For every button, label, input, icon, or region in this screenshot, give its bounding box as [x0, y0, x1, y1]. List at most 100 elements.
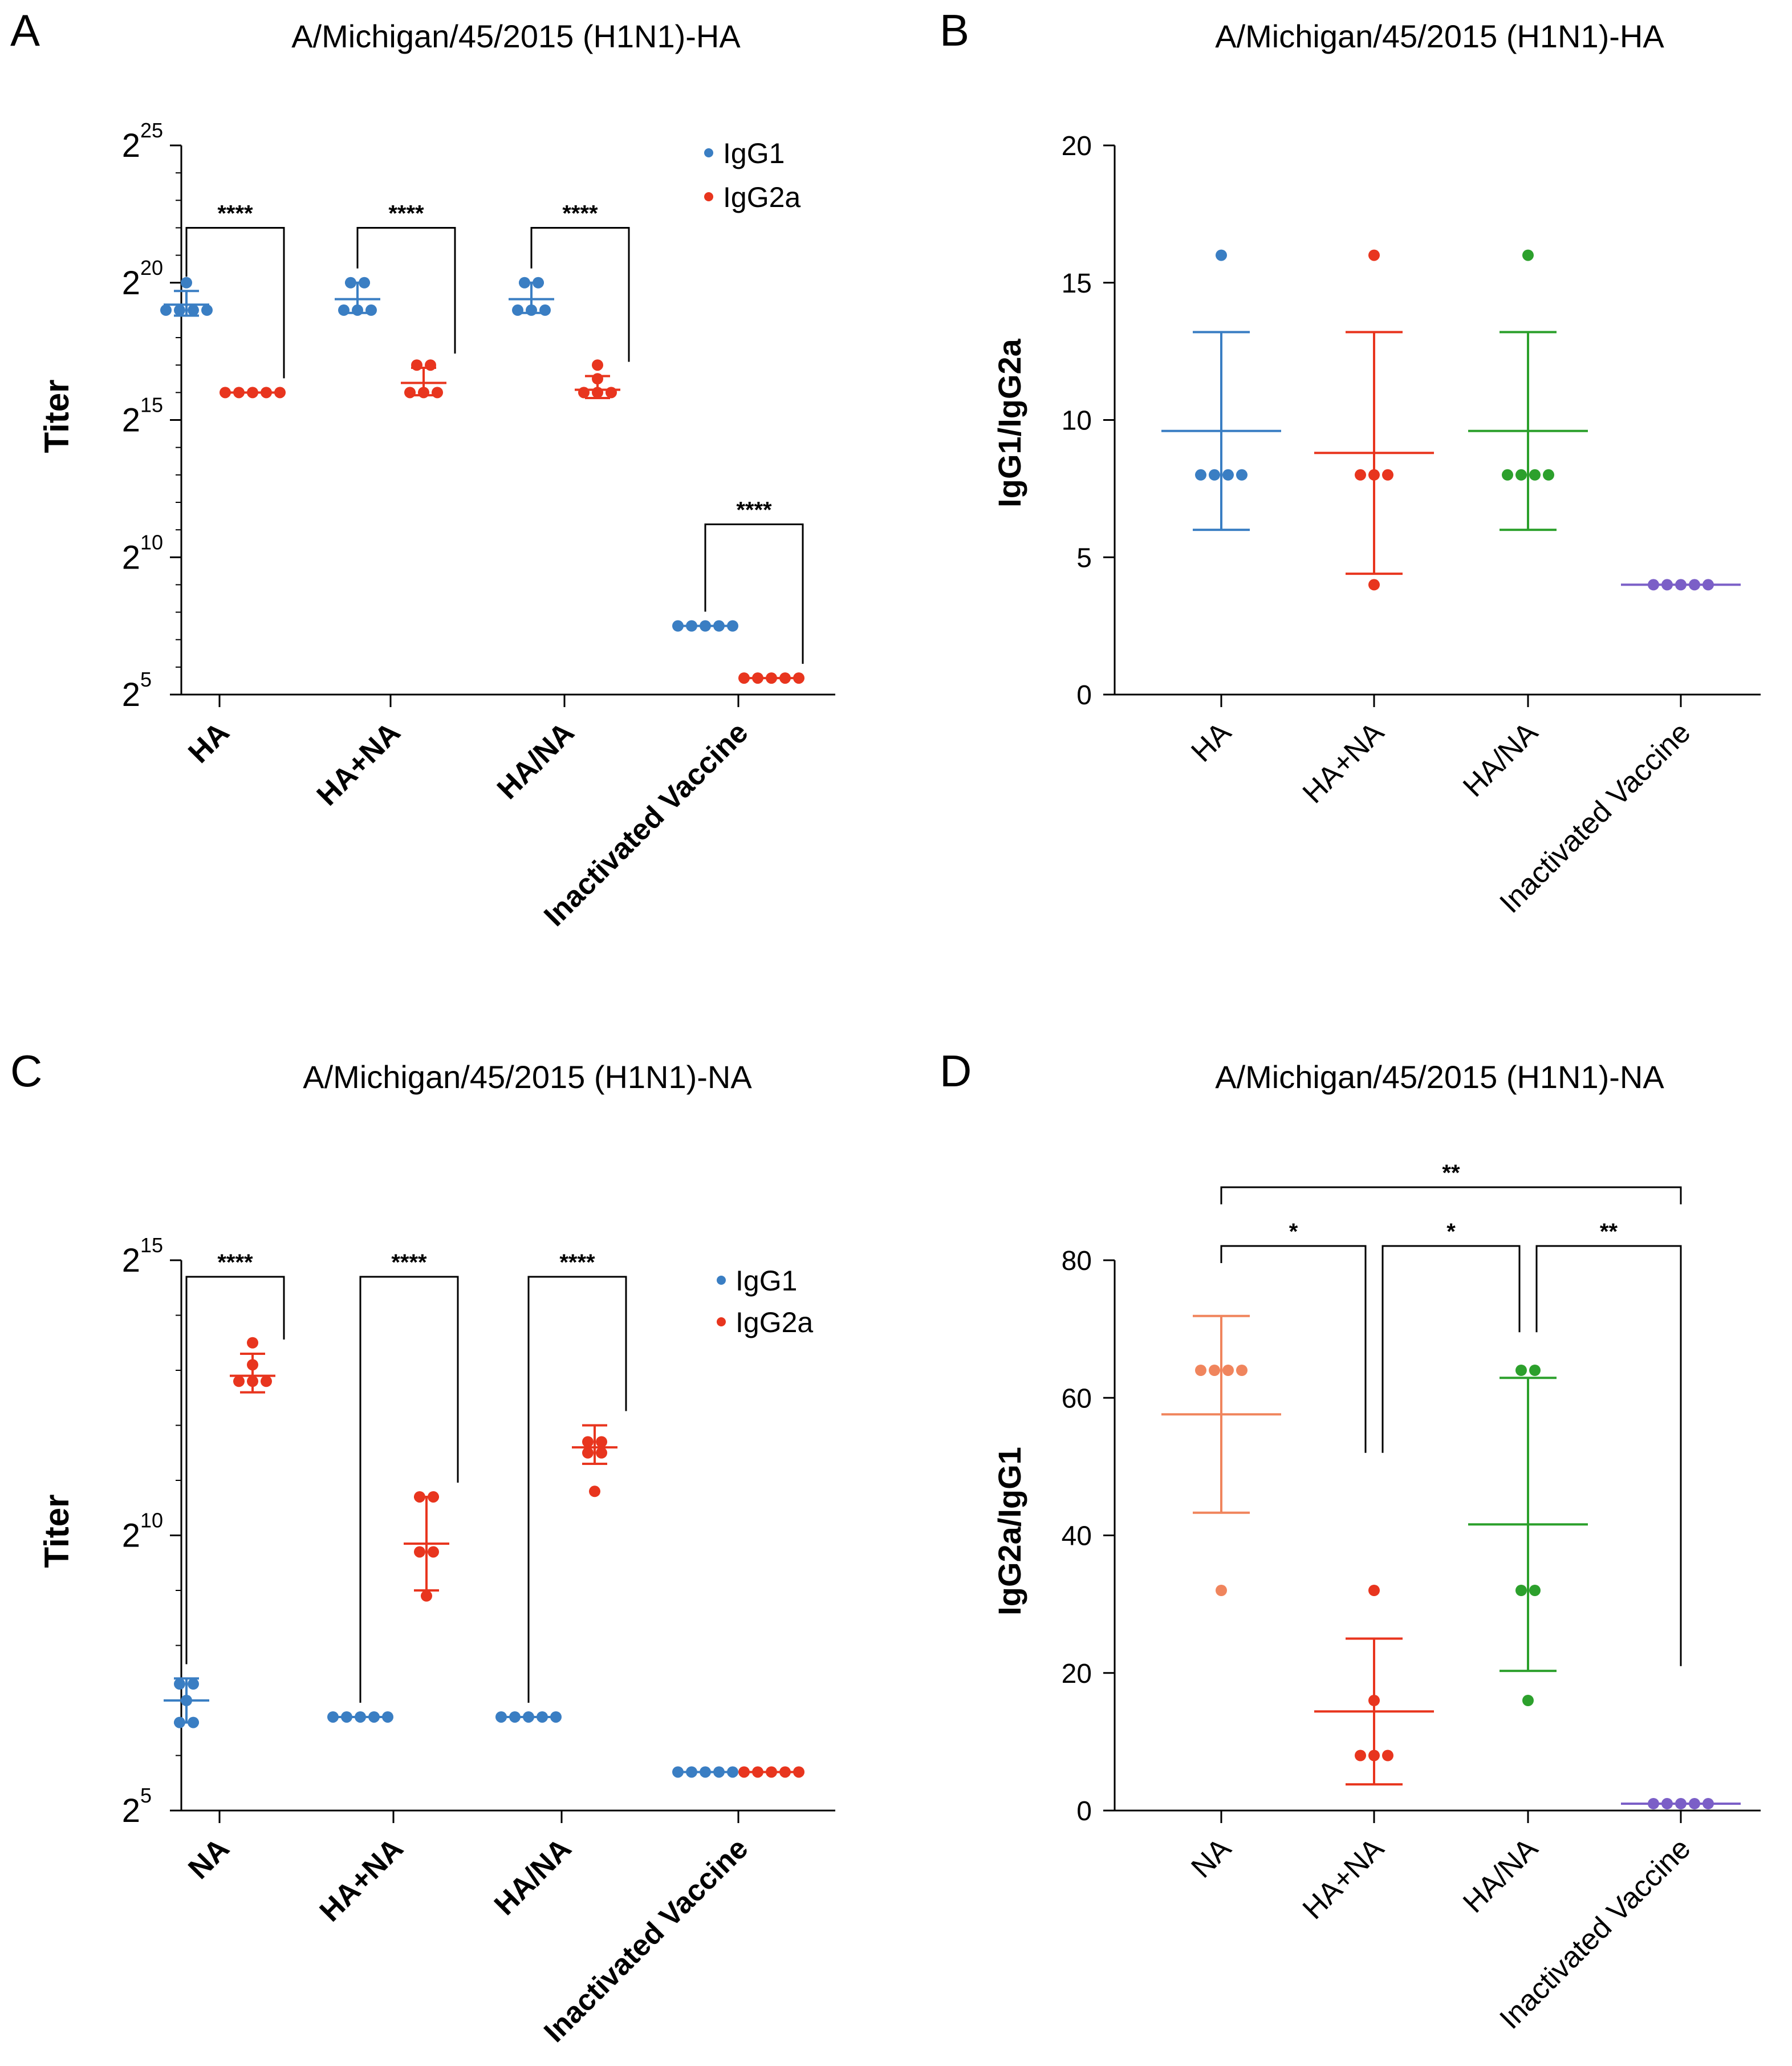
x-tick-label-1: HA+NA [311, 716, 407, 812]
data-point-group-0 [1222, 1365, 1234, 1376]
data-point-igg1 [672, 1766, 684, 1778]
data-point-igg2a [220, 387, 231, 399]
y-tick-label-3: 60 [1062, 1383, 1092, 1414]
data-point-igg2a [233, 1375, 245, 1387]
panel-letter-d: D [940, 1046, 972, 1096]
y-tick-label-4: 20 [1062, 131, 1092, 161]
data-point-igg1 [727, 620, 738, 632]
y-tick-label-1: 20 [1062, 1659, 1092, 1689]
data-point-group-2 [1529, 1585, 1541, 1596]
data-point-igg2a [421, 1590, 432, 1602]
data-point-group-2 [1522, 249, 1534, 261]
y-tick-label-exp: 10 [140, 1509, 163, 1532]
data-point-group-2 [1529, 1365, 1541, 1376]
data-point-igg2a [414, 1546, 425, 1558]
significance-bracket-3 [704, 523, 804, 664]
significance-bracket-0 [185, 1276, 285, 1665]
data-point-group-0 [1236, 1365, 1248, 1376]
y-tick-label-1: 5 [1076, 543, 1092, 573]
significance-label-0: **** [217, 1250, 253, 1275]
y-tick-label-base: 2 [122, 265, 140, 302]
data-point-igg1 [188, 304, 199, 316]
x-tick-label-2: HA/NA [1457, 716, 1545, 803]
significance-label-0: ** [1442, 1160, 1460, 1186]
data-point-group-1 [1382, 469, 1393, 481]
panel-letter-c: C [10, 1046, 42, 1096]
y-tick-label-3: 15 [1062, 269, 1092, 299]
data-point-igg2a [793, 672, 804, 684]
data-point-group-2 [1515, 469, 1527, 481]
x-tick-label-1: HA+NA [314, 1832, 410, 1928]
y-tick-label-4: 80 [1062, 1246, 1092, 1276]
data-point-group-2 [1515, 1365, 1527, 1376]
data-point-group-1 [1368, 579, 1380, 591]
significance-bracket-1 [359, 1276, 459, 1703]
y-tick-label-exp: 15 [140, 1233, 163, 1257]
y-tick-label-base: 2 [122, 676, 140, 713]
data-point-igg1 [495, 1711, 507, 1723]
data-point-igg2a [738, 672, 750, 684]
significance-label-2: **** [559, 1250, 595, 1275]
data-point-igg2a [738, 1766, 750, 1778]
data-point-igg1 [550, 1711, 562, 1723]
significance-label-3: **** [736, 497, 772, 522]
data-point-group-2 [1515, 1585, 1527, 1596]
significance-bracket-0 [185, 226, 285, 379]
y-tick-label-base: 2 [122, 1242, 140, 1279]
data-point-igg2a [793, 1766, 804, 1778]
significance-label-2: **** [562, 201, 598, 226]
y-tick-label-exp: 10 [140, 530, 163, 554]
y-tick-label-2: 40 [1062, 1521, 1092, 1552]
significance-label-0: **** [217, 201, 253, 226]
data-point-igg2a [428, 1546, 439, 1558]
x-tick-label-3: Inactivated Vaccine [538, 1832, 754, 2048]
y-tick-label-exp: 15 [140, 393, 163, 417]
y-tick-label-base: 2 [122, 402, 140, 439]
data-point-igg2a [582, 1436, 594, 1448]
data-point-group-0 [1195, 469, 1206, 481]
data-point-group-1 [1355, 1750, 1366, 1761]
x-tick-label-0: HA [1185, 716, 1237, 768]
y-tick-label-base: 2 [122, 1517, 140, 1554]
x-tick-label-1: HA+NA [1297, 716, 1391, 810]
data-point-group-1 [1368, 1585, 1380, 1596]
data-point-igg2a [582, 1447, 594, 1459]
data-point-group-2 [1529, 469, 1541, 481]
data-point-igg2a [425, 359, 436, 371]
significance-label-1: * [1289, 1219, 1298, 1244]
legend-marker-igg1-a [704, 148, 713, 157]
panel-letter-b: B [940, 5, 969, 55]
data-point-igg1 [188, 1678, 199, 1690]
x-tick-label-0: HA [182, 716, 235, 769]
data-point-igg1 [338, 304, 350, 316]
data-point-igg2a [261, 1375, 272, 1387]
chart-title-a: A/Michigan/45/2015 (H1N1)-HA [291, 18, 741, 54]
legend-label-igg2a-a: IgG2a [723, 181, 800, 213]
significance-label-1: **** [391, 1250, 427, 1275]
significance-bracket-3 [1535, 1245, 1682, 1666]
data-point-group-0 [1236, 469, 1248, 481]
data-point-igg1 [365, 304, 377, 316]
panel-letter-a: A [10, 5, 40, 55]
significance-label-2: * [1446, 1219, 1456, 1244]
y-tick-label-0: 0 [1076, 1796, 1092, 1826]
data-point-igg1 [174, 1678, 185, 1690]
data-point-group-0 [1209, 469, 1220, 481]
legend-label-igg1-a: IgG1 [723, 137, 785, 169]
data-point-igg1 [672, 620, 684, 632]
data-point-igg2a [404, 387, 416, 399]
data-point-igg1 [174, 304, 185, 316]
data-point-igg2a [247, 1337, 258, 1349]
data-point-group-2 [1522, 1695, 1534, 1706]
y-tick-label-exp: 20 [140, 256, 163, 279]
data-point-group-1 [1355, 469, 1366, 481]
y-axis-label-c: Titer [38, 1495, 76, 1568]
chart-title-b: A/Michigan/45/2015 (H1N1)-HA [1215, 18, 1664, 54]
x-tick-label-2: HA/NA [1457, 1832, 1545, 1919]
data-point-igg1 [160, 304, 172, 316]
significance-label-1: **** [388, 201, 424, 226]
